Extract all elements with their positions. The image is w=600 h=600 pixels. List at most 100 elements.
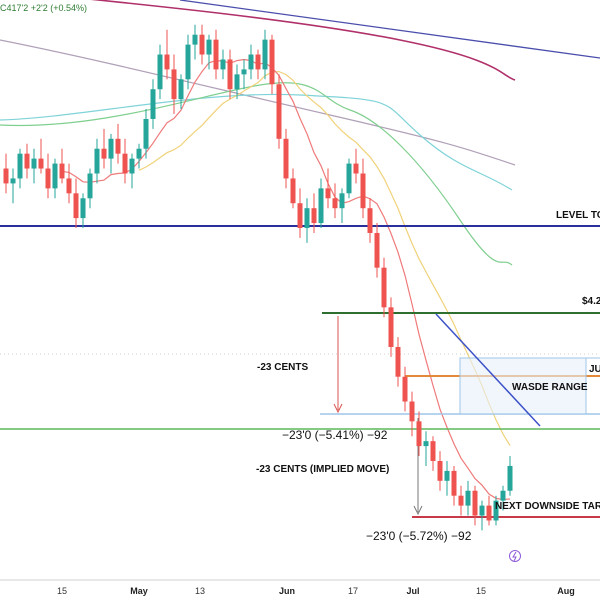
wasde-range-label: WASDE RANGE: [512, 382, 588, 393]
candle: [451, 465, 457, 506]
candle-body: [150, 89, 156, 119]
ju-label: JU: [589, 364, 600, 375]
candle-body: [143, 118, 149, 149]
candle: [388, 297, 394, 357]
candle-body: [101, 148, 107, 159]
candle-body: [444, 470, 450, 481]
candle-body: [381, 267, 387, 308]
candle-body: [66, 178, 72, 194]
candle-body: [416, 421, 422, 447]
candle: [24, 143, 30, 179]
ticker-readout: C417'2 +2'2 (+0.54%): [0, 3, 87, 13]
x-tick-label: May: [130, 586, 148, 596]
candle-body: [248, 54, 254, 70]
candle: [283, 128, 289, 189]
candle: [3, 153, 9, 194]
candle: [276, 74, 282, 149]
candle-body: [31, 158, 37, 169]
candle: [248, 44, 254, 80]
candle: [206, 34, 212, 70]
candle: [122, 138, 128, 184]
candle-body: [465, 490, 471, 506]
candle: [255, 49, 261, 80]
candle: [220, 49, 226, 80]
candle-body: [304, 208, 310, 229]
candle: [353, 148, 359, 184]
candle: [52, 158, 58, 199]
candle-body: [234, 74, 240, 90]
ma-100: [0, 39, 516, 166]
move-label-1: −23'0 (−5.41%) −92: [282, 428, 388, 442]
candle: [38, 138, 44, 174]
candle: [465, 480, 471, 516]
candle: [115, 123, 121, 164]
candle-body: [17, 153, 23, 179]
ma-20: [138, 70, 511, 446]
candle-body: [136, 148, 142, 159]
candle-body: [115, 138, 121, 154]
candle-body: [3, 168, 9, 184]
candle-body: [262, 39, 268, 70]
candle: [59, 148, 65, 184]
candle-body: [164, 54, 170, 70]
candle-body: [339, 193, 345, 209]
x-tick-label: 15: [476, 586, 486, 596]
candle: [500, 485, 506, 511]
candle: [381, 257, 387, 318]
candle: [199, 24, 205, 65]
x-tick-label: Jul: [406, 586, 419, 596]
candle: [402, 366, 408, 412]
measure-arrow-2-head: [413, 505, 423, 516]
ma-9: [61, 58, 511, 501]
candle: [360, 158, 366, 219]
candle-body: [192, 34, 198, 45]
long-term-trendline: [179, 0, 600, 59]
candle: [129, 153, 135, 189]
moving-averages: [0, 0, 600, 501]
candle-body: [388, 307, 394, 347]
candle-body: [507, 465, 513, 491]
candle: [430, 436, 436, 471]
candle: [374, 223, 380, 278]
cents-implied-move-label: -23 CENTS (IMPLIED MOVE): [256, 464, 389, 475]
candle-body: [374, 232, 380, 268]
candle: [87, 168, 93, 209]
candle: [409, 391, 415, 437]
ma-200: [91, 0, 516, 81]
candle: [143, 109, 149, 159]
candle-body: [451, 470, 457, 496]
candle: [367, 198, 373, 243]
ma-40: [0, 82, 513, 266]
candle: [458, 485, 464, 516]
candle: [150, 79, 156, 129]
candle: [332, 183, 338, 219]
candle: [108, 133, 114, 174]
candle-body: [206, 39, 212, 55]
ma-50: [0, 93, 513, 191]
candle: [94, 138, 100, 184]
x-tick-label: 17: [348, 586, 358, 596]
candle: [157, 44, 163, 100]
candle-body: [290, 178, 296, 204]
candle-body: [486, 505, 492, 521]
measure-arrow-1-head: [333, 403, 343, 414]
move-label-2: −23'0 (−5.72%) −92: [366, 529, 472, 543]
candle: [318, 178, 324, 229]
x-tick-label: 15: [57, 586, 67, 596]
candle-body: [269, 39, 275, 85]
candle: [234, 64, 240, 100]
candle-body: [59, 163, 65, 179]
candle-body: [94, 148, 100, 174]
wasde-range-box: [459, 357, 587, 415]
flash-icon-bolt: [512, 551, 517, 562]
candle-body: [367, 208, 373, 233]
candle: [290, 168, 296, 209]
candle: [45, 153, 51, 199]
candle: [311, 193, 317, 233]
candle-body: [437, 460, 443, 481]
x-tick-label: 13: [195, 586, 205, 596]
candle: [80, 193, 86, 229]
candle: [395, 337, 401, 387]
